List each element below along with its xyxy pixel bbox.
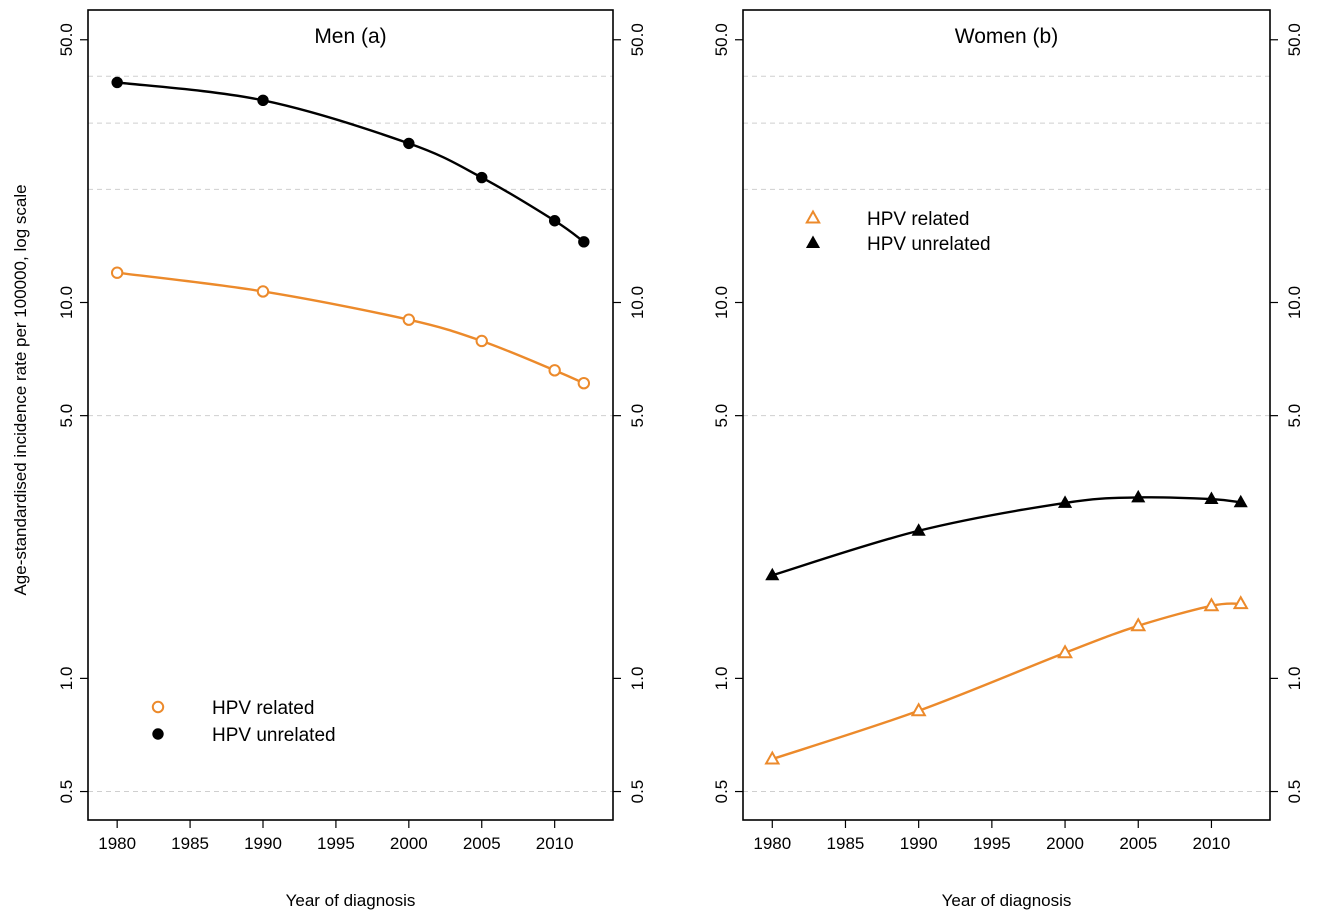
- plot-frame: [742, 9, 1271, 821]
- data-point-hpv-unrelated: [765, 567, 780, 581]
- x-tick-label: 2000: [1046, 834, 1084, 853]
- legend-label-hpv-unrelated: HPV unrelated: [212, 725, 336, 746]
- legend-marker-hpv-unrelated: [152, 728, 164, 740]
- data-point-hpv-related: [1203, 597, 1220, 612]
- x-tick-label: 1985: [827, 834, 865, 853]
- data-point-hpv-related: [1057, 644, 1073, 659]
- legend-label-hpv-related: HPV related: [212, 698, 314, 719]
- x-tick-label: 2005: [463, 834, 501, 853]
- data-point-hpv-unrelated: [548, 215, 561, 227]
- legend-label-hpv-related: HPV related: [867, 209, 969, 230]
- series-line-hpv-unrelated: [115, 81, 586, 244]
- data-point-hpv-unrelated: [1233, 494, 1248, 508]
- legend-label-hpv-unrelated: HPV unrelated: [867, 234, 991, 255]
- data-point-hpv-unrelated: [578, 236, 590, 248]
- data-point-hpv-unrelated: [1131, 489, 1146, 503]
- y-tick-label-right: 50.0: [628, 23, 647, 56]
- x-tick-label: 1980: [98, 834, 136, 853]
- data-point-hpv-related: [402, 313, 416, 326]
- y-axis-label: Age-standardised incidence rate per 1000…: [11, 184, 30, 595]
- x-tick-label: 1995: [973, 834, 1011, 853]
- legend: HPV related HPV unrelated: [805, 209, 991, 255]
- y-tick-label-right: 0.5: [1285, 780, 1304, 804]
- x-tick-label: 1990: [900, 834, 938, 853]
- y-tick-label-right: 1.0: [628, 667, 647, 691]
- data-point-hpv-unrelated: [911, 523, 926, 536]
- panel-men: 1980 1985 1990 1995 2000 2005 2010 0.5 0.5 1.0 1.0…: [11, 9, 647, 910]
- y-tick-label-left: 50.0: [712, 23, 731, 56]
- y-tick-label-left: 50.0: [57, 23, 76, 56]
- data-point-hpv-related: [256, 285, 270, 298]
- y-tick-label-right: 10.0: [628, 286, 647, 319]
- data-point-hpv-related: [110, 266, 124, 279]
- x-tick-label: 1980: [753, 834, 791, 853]
- legend: HPV related HPV unrelated: [151, 698, 336, 746]
- panel-title: Women (b): [955, 25, 1058, 48]
- legend-marker: [152, 728, 164, 740]
- data-point-hpv-related: [475, 334, 488, 348]
- x-tick-label: 2000: [390, 834, 428, 853]
- y-tick-label-right: 5.0: [1285, 404, 1304, 428]
- y-tick-label-right: 50.0: [1285, 23, 1304, 56]
- series-markers: [110, 76, 591, 390]
- x-axis-label: Year of diagnosis: [286, 891, 416, 910]
- x-tick-label: 1985: [171, 834, 209, 853]
- plot-frame: [87, 9, 614, 821]
- y-tick-label-right: 10.0: [1285, 286, 1304, 319]
- y-tick-label-left: 10.0: [712, 286, 731, 319]
- legend-marker-hpv-unrelated: [805, 235, 821, 248]
- x-axis-label: Year of diagnosis: [942, 891, 1072, 910]
- grid-lines: [88, 75, 613, 793]
- y-tick-label-left: 1.0: [712, 667, 731, 691]
- y-tick-label-right: 5.0: [628, 404, 647, 428]
- legend-marker-hpv-related: [151, 700, 165, 714]
- data-point-hpv-unrelated: [1057, 495, 1073, 508]
- series-line-hpv-unrelated: [771, 496, 1242, 577]
- series-lines: [115, 81, 586, 385]
- y-tick-label-right: 1.0: [1285, 667, 1304, 691]
- y-tick-label-left: 0.5: [57, 780, 76, 804]
- x-tick-label: 1995: [317, 834, 355, 853]
- data-point-hpv-related: [577, 376, 591, 390]
- axis-ticks: 1980 1985 1990 1995 2000 2005 2010 0.5 0.5 1.0 1.0…: [57, 23, 647, 853]
- data-point-hpv-unrelated: [257, 94, 269, 107]
- legend-marker: [805, 209, 821, 224]
- data-point-hpv-unrelated: [111, 76, 123, 89]
- x-tick-label: 1990: [244, 834, 282, 853]
- y-tick-label-left: 5.0: [712, 404, 731, 428]
- y-tick-label-left: 5.0: [57, 404, 76, 428]
- y-tick-label-left: 1.0: [57, 667, 76, 691]
- data-point-hpv-related: [910, 702, 927, 717]
- panel-title: Men (a): [314, 25, 386, 48]
- series-line-hpv-related: [771, 602, 1242, 761]
- series-lines: [771, 496, 1242, 761]
- legend-marker: [151, 700, 165, 714]
- axis-ticks: 1980 1985 1990 1995 2000 2005 2010 0.5 0.5 1.0 1.0…: [712, 23, 1304, 853]
- data-point-hpv-unrelated: [476, 171, 488, 184]
- y-tick-label-left: 10.0: [57, 286, 76, 319]
- x-tick-label: 2005: [1119, 834, 1157, 853]
- panel-women: 1980 1985 1990 1995 2000 2005 2010 0.5 0.5 1.0 1.0…: [712, 9, 1304, 910]
- legend-marker: [805, 235, 821, 248]
- data-point-hpv-related: [1130, 617, 1147, 632]
- data-point-hpv-unrelated: [1204, 491, 1219, 505]
- x-tick-label: 2010: [536, 834, 574, 853]
- data-point-hpv-unrelated: [403, 137, 415, 150]
- series-markers: [764, 489, 1249, 765]
- data-point-hpv-related: [548, 364, 561, 377]
- x-tick-label: 2010: [1193, 834, 1231, 853]
- data-point-hpv-related: [764, 750, 781, 765]
- legend-marker-hpv-related: [805, 209, 821, 224]
- y-tick-label-right: 0.5: [628, 780, 647, 804]
- grid-lines: [743, 75, 1270, 793]
- y-tick-label-left: 0.5: [712, 780, 731, 804]
- series-line-hpv-related: [115, 271, 586, 385]
- data-point-hpv-related: [1232, 595, 1249, 610]
